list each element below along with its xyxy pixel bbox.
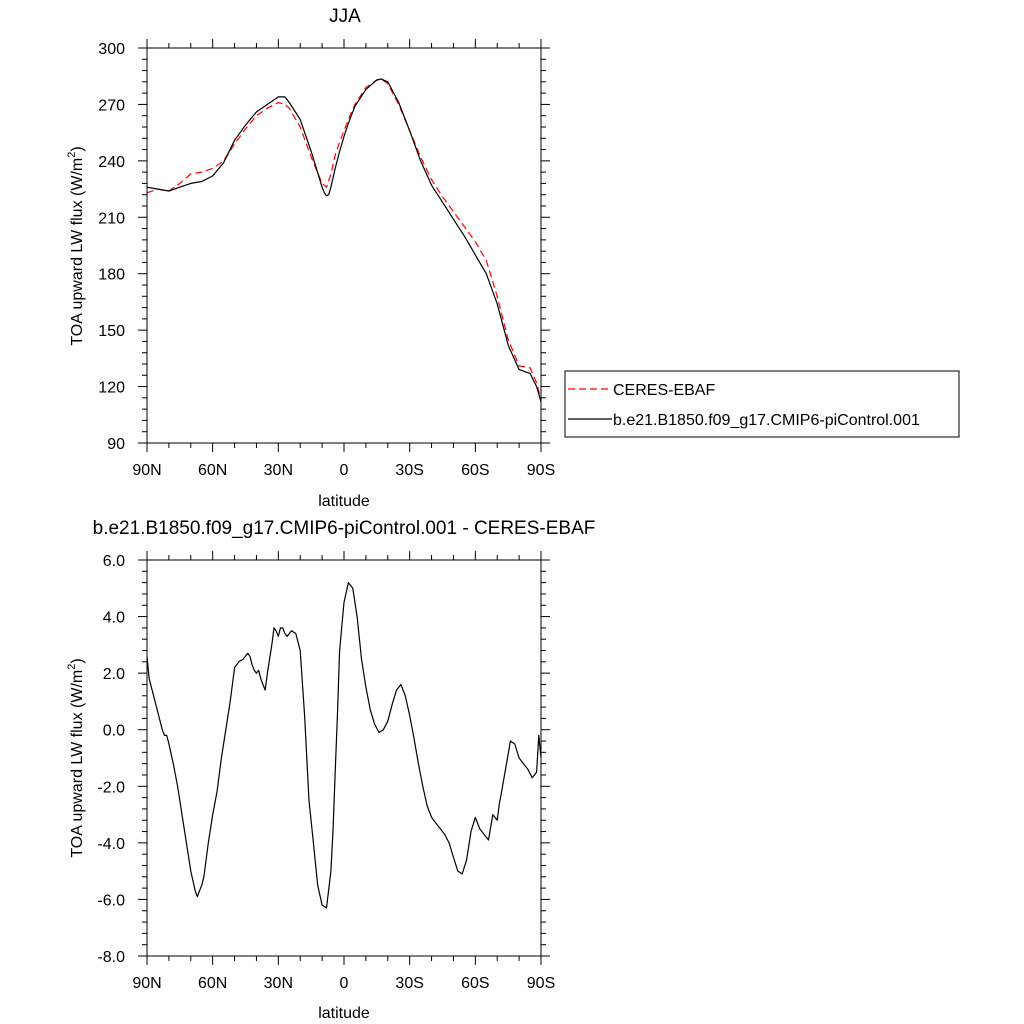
top-chart-plot-frame [146,47,542,444]
bottom-chart-x-tick-label: 60N [198,975,227,992]
bottom-chart-y-axis-label-close: ) [69,658,86,663]
bottom-chart-y-tick-label: 4.0 [103,610,125,627]
top-chart-y-tick-labels: 90 120 150 180 210 240 270 300 [98,41,125,453]
top-chart-series-1-line [146,78,542,402]
top-chart-y-tick-label: 300 [98,41,125,58]
top-chart-x-tick-label: 60N [198,462,227,479]
top-chart-y-axis-label-sup: 2 [66,152,78,158]
top-chart-series [146,78,542,402]
top-chart-series-0-line [146,78,542,400]
bottom-chart-y-tick-labels: -8.0 -6.0 -4.0 -2.0 0.0 2.0 4.0 6.0 [97,553,125,966]
bottom-chart-x-tick-label: 60S [461,975,489,992]
bottom-chart-y-tick-label: -2.0 [97,779,125,796]
top-chart-x-tick-label: 0 [340,462,349,479]
legend-label-ceres: CERES-EBAF [613,382,715,399]
top-chart-x-axis-label: latitude [318,493,370,510]
top-chart-x-tick-label: 30S [395,462,423,479]
top-chart-y-tick-label: 210 [98,210,125,227]
top-chart-x-tick-label: 60S [461,462,489,479]
bottom-chart-x-tick-labels: 90N 60N 30N 0 30S 60S 90S [132,975,555,992]
bottom-chart-y-tick-label: -6.0 [97,892,125,909]
bottom-chart-x-tick-label: 0 [340,975,349,992]
top-chart-y-axis-label-close: ) [69,146,86,151]
bottom-chart-major-ticks [138,551,550,965]
top-chart-x-tick-label: 30N [264,462,293,479]
bottom-chart-y-tick-label: 6.0 [103,553,125,570]
top-chart-major-ticks [138,39,550,452]
top-chart-y-tick-label: 180 [98,267,125,284]
bottom-chart-y-tick-label: 2.0 [103,666,125,683]
bottom-chart-y-axis-label-main: TOA upward LW flux (W/m [69,670,86,858]
bottom-chart-y-tick-label: -4.0 [97,836,125,853]
bottom-chart-minor-ticks [142,555,546,961]
top-chart: JJA 90 120 150 180 210 240 270 300 90N 60N 30N 0 30… [66,6,960,510]
bottom-chart-plot-frame [146,559,542,957]
bottom-chart-x-tick-label: 30S [395,975,423,992]
top-chart-x-tick-label: 90N [132,462,161,479]
bottom-chart-y-axis-label-sup: 2 [66,664,78,670]
bottom-chart-x-tick-label: 90N [132,975,161,992]
legend-box [564,370,960,438]
bottom-chart-x-tick-label: 30N [264,975,293,992]
bottom-chart-x-tick-label: 90S [527,975,555,992]
bottom-chart-series [146,581,542,909]
top-chart-x-tick-labels: 90N 60N 30N 0 30S 60S 90S [132,462,555,479]
top-chart-y-axis-label-main: TOA upward LW flux (W/m [69,158,86,346]
top-chart-minor-ticks [142,43,546,448]
top-chart-y-tick-label: 270 [98,97,125,114]
bottom-chart: b.e21.B1850.f09_g17.CMIP6-piControl.001 … [66,518,595,1022]
bottom-chart-y-tick-label: -8.0 [97,949,125,966]
top-chart-y-tick-label: 150 [98,323,125,340]
top-chart-title: JJA [329,6,361,27]
top-chart-y-tick-label: 90 [107,436,125,453]
bottom-chart-y-tick-label: 0.0 [103,723,125,740]
top-chart-y-axis-label: TOA upward LW flux (W/m2) [66,146,86,345]
top-chart-x-tick-label: 90S [527,462,555,479]
bottom-chart-x-axis-label: latitude [318,1005,370,1022]
bottom-chart-series-0-line [146,581,542,909]
legend-label-model: b.e21.B1850.f09_g17.CMIP6-piControl.001 [613,412,920,429]
top-chart-y-tick-label: 240 [98,154,125,171]
top-chart-y-tick-label: 120 [98,380,125,397]
legend: CERES-EBAF b.e21.B1850.f09_g17.CMIP6-piC… [564,370,960,438]
bottom-chart-y-axis-label: TOA upward LW flux (W/m2) [66,658,86,857]
bottom-chart-title: b.e21.B1850.f09_g17.CMIP6-piControl.001 … [93,518,596,539]
